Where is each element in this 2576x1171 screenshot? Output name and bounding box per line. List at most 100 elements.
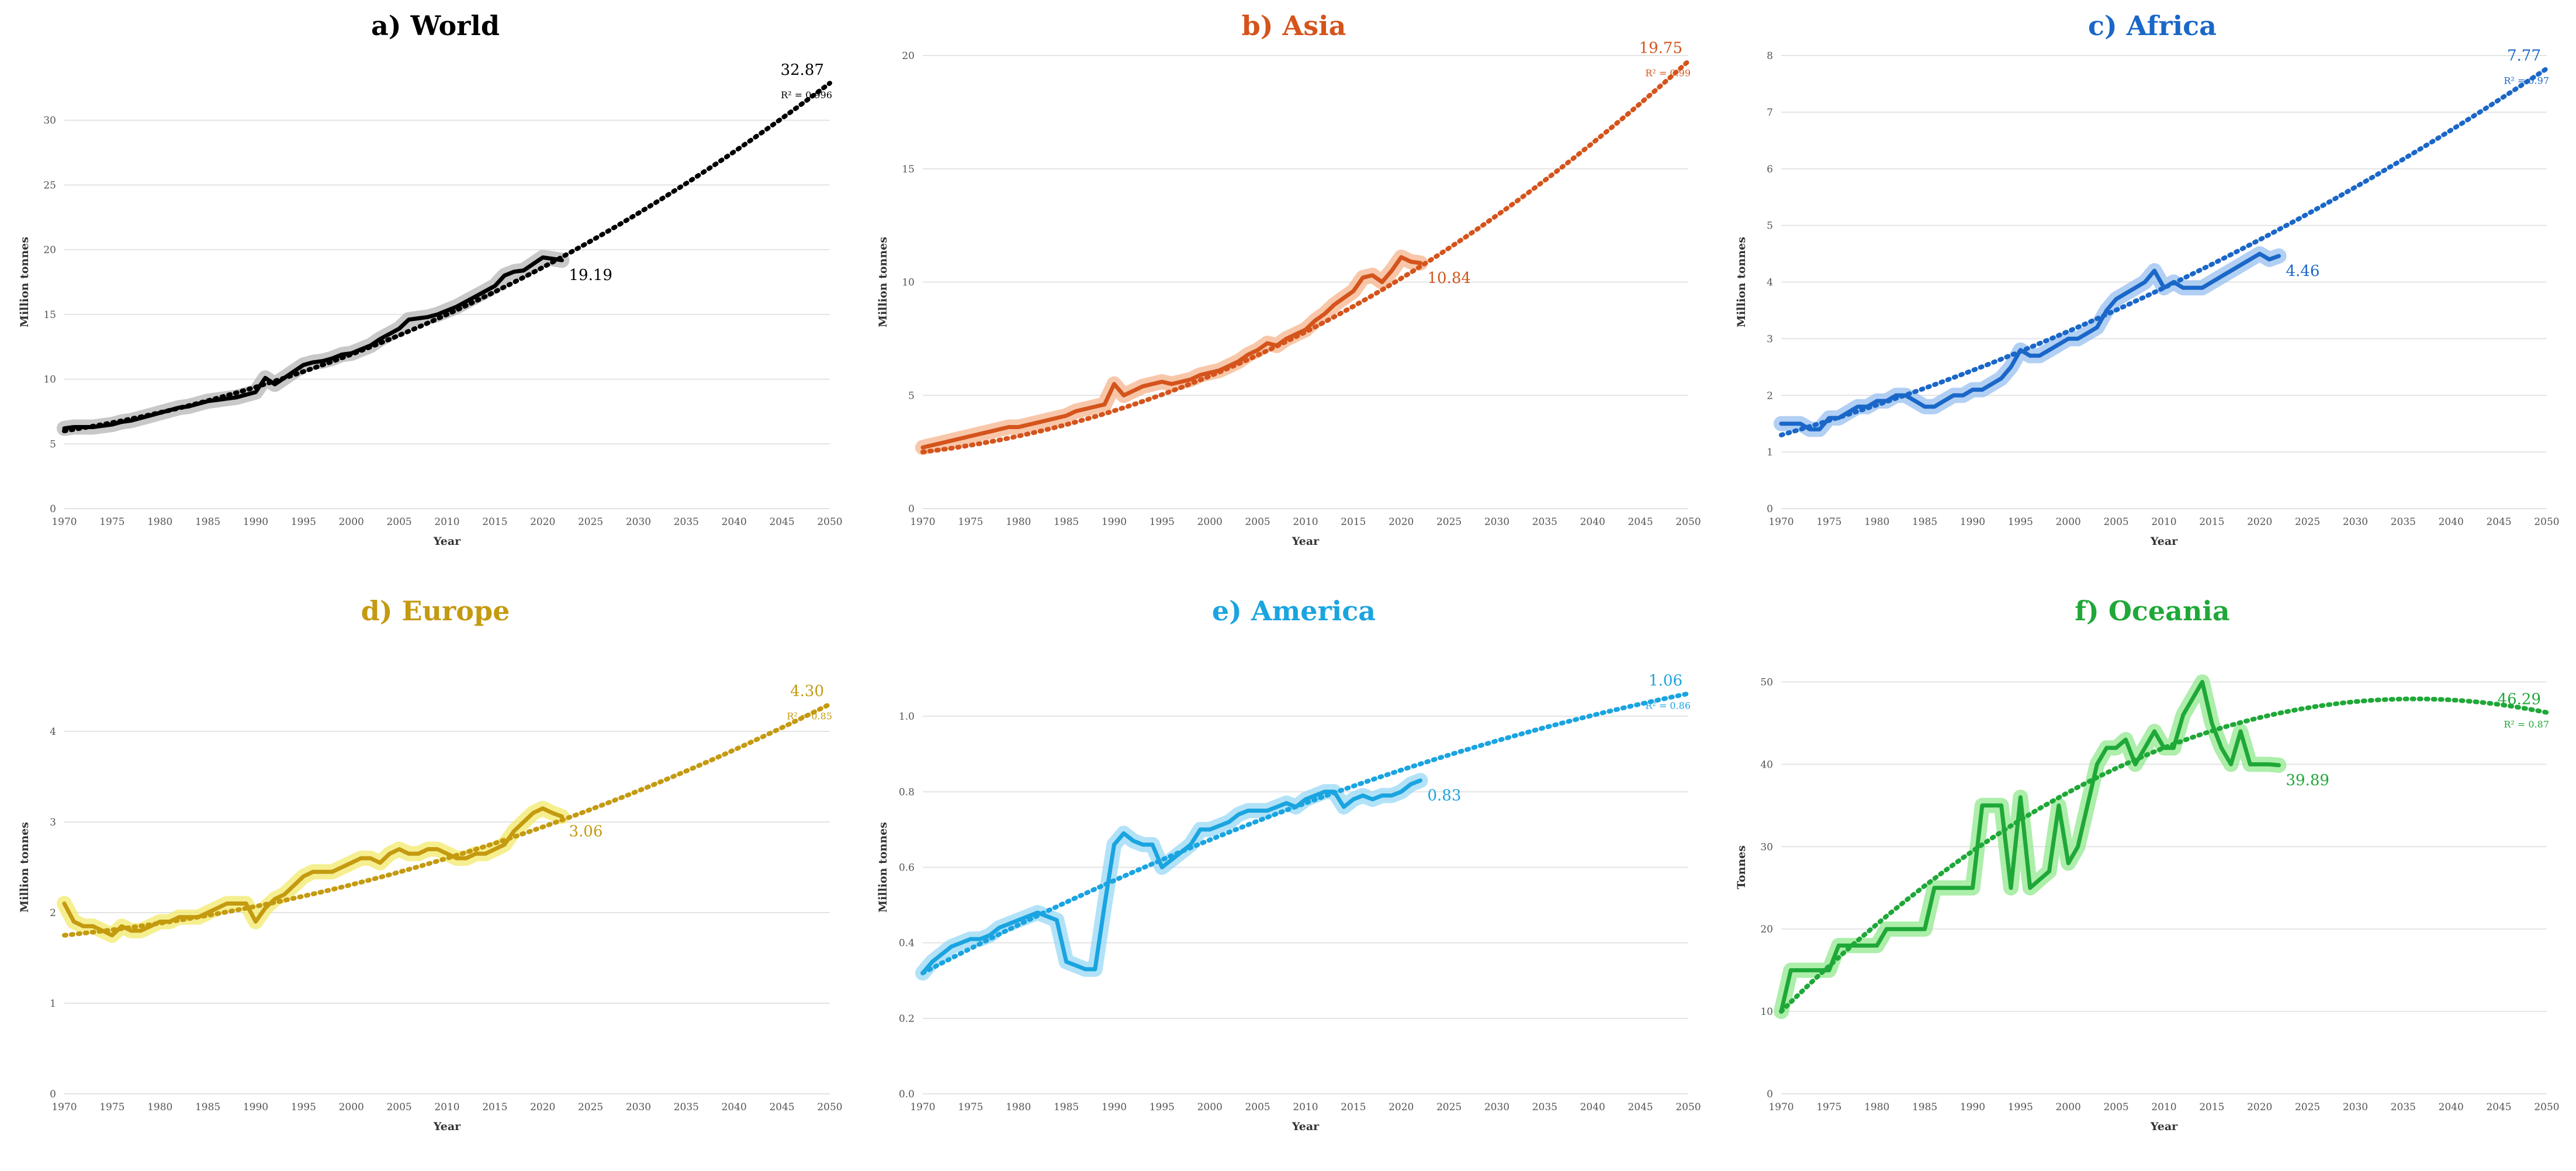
y-tick-label: 30 (1760, 841, 1773, 853)
last-value-label: 3.06 (569, 823, 603, 841)
x-tick-label: 2045 (769, 1101, 794, 1113)
y-tick-label: 20 (1760, 924, 1773, 935)
y-axis-label: Million tonnes (1735, 237, 1748, 327)
x-tick-label: 1995 (1149, 1101, 1175, 1113)
y-tick-label: 50 (1760, 676, 1773, 688)
x-tick-label: 2010 (434, 1101, 459, 1113)
x-tick-label: 1985 (195, 1101, 220, 1113)
x-tick-label: 2035 (674, 1101, 699, 1113)
x-tick-label: 2045 (2486, 1101, 2511, 1113)
x-tick-label: 1990 (1102, 1101, 1127, 1113)
y-tick-label: 10 (902, 277, 915, 289)
x-tick-label: 2000 (339, 516, 364, 528)
x-tick-label: 2010 (2151, 516, 2176, 528)
projection-label: 4.30 (790, 683, 824, 700)
x-tick-label: 1995 (2008, 516, 2033, 528)
chart-panel-europe: 0 1 2 3 4 1970 1975 1980 1985 1990 1995 2000 2005 201… (0, 585, 858, 1170)
x-tick-label: 2045 (769, 516, 794, 528)
y-tick-label: 5 (908, 390, 915, 402)
chart-panel-asia: 0 5 10 15 20 1970 1975 1980 1985 1990 1995 2000 2005… (858, 0, 1717, 585)
x-tick-label: 2015 (2199, 1101, 2224, 1113)
x-axis-label: Year (1292, 535, 1320, 548)
x-axis-label: Year (1292, 1120, 1320, 1133)
series-line (920, 255, 1422, 450)
y-tick-label: 1 (50, 998, 56, 1010)
x-tick-label: 2005 (386, 516, 411, 528)
x-tick-label: 2045 (1628, 1101, 1653, 1113)
series-glow (1774, 246, 2287, 437)
x-tick-label: 2050 (1675, 1101, 1701, 1113)
projection-label: 32.87 (781, 61, 824, 79)
x-tick-label: 2010 (1293, 1101, 1318, 1113)
y-tick-label: 7 (1767, 107, 1773, 119)
r-squared-label: R² = 0.86 (1645, 700, 1691, 711)
y-axis-label: Million tonnes (877, 822, 889, 913)
x-tick-label: 2010 (434, 516, 459, 528)
x-tick-label: 2000 (2056, 516, 2081, 528)
y-tick-label: 2 (50, 907, 56, 919)
y-tick-label: 0.2 (899, 1013, 915, 1025)
x-tick-label: 1975 (99, 516, 124, 528)
y-tick-label: 0 (1767, 1089, 1773, 1100)
y-tick-label: 25 (43, 179, 56, 191)
x-tick-label: 1970 (51, 1101, 77, 1113)
y-tick-label: 0 (908, 503, 915, 515)
x-tick-label: 1980 (1006, 1101, 1031, 1113)
chart-svg-america: 0.0 0.2 0.4 0.6 0.8 1.0 1970 1975 1980 1985 1990 19… (877, 595, 1701, 1133)
y-tick-label: 3 (50, 817, 56, 828)
x-tick-label: 1980 (1864, 1101, 1889, 1113)
x-tick-label: 2005 (1245, 1101, 1270, 1113)
x-tick-label: 1980 (147, 1101, 172, 1113)
y-tick-label: 15 (43, 309, 56, 321)
x-tick-label: 2000 (2056, 1101, 2081, 1113)
x-tick-label: 2030 (1484, 1101, 1509, 1113)
x-tick-label: 2020 (1389, 516, 1414, 528)
x-tick-label: 1990 (1960, 1101, 1985, 1113)
x-tick-label: 2040 (722, 1101, 747, 1113)
y-axis-label: Million tonnes (18, 822, 31, 913)
x-tick-label: 1975 (958, 1101, 983, 1113)
y-axis-label: Million tonnes (877, 237, 889, 327)
y-tick-label: 15 (902, 164, 915, 175)
x-tick-label: 1970 (51, 516, 77, 528)
y-tick-label: 10 (1760, 1006, 1773, 1018)
trend-line (62, 702, 832, 938)
y-tick-label: 1.0 (899, 711, 915, 723)
x-tick-label: 1975 (99, 1101, 124, 1113)
x-tick-label: 2005 (2103, 1101, 2128, 1113)
x-tick-label: 2030 (626, 516, 651, 528)
y-tick-label: 4 (50, 726, 56, 738)
x-tick-label: 2000 (339, 1101, 364, 1113)
x-tick-label: 2025 (1436, 516, 1462, 528)
last-value-label: 19.19 (569, 267, 612, 284)
trend-line (920, 58, 1691, 455)
projection-label: 7.77 (2507, 47, 2541, 64)
series-glow (915, 249, 1428, 455)
y-tick-label: 40 (1760, 759, 1773, 771)
x-tick-label: 2040 (722, 516, 747, 528)
x-tick-label: 2020 (530, 1101, 555, 1113)
y-tick-label: 8 (1767, 50, 1773, 62)
x-tick-label: 2040 (2439, 1101, 2464, 1113)
series-line (1779, 251, 2281, 431)
x-tick-label: 2035 (1532, 516, 1557, 528)
x-axis-label: Year (433, 1120, 461, 1133)
y-tick-label: 10 (43, 374, 56, 386)
chart-title: f) Oceania (2075, 595, 2229, 627)
x-tick-label: 2025 (2295, 1101, 2320, 1113)
x-tick-label: 2035 (674, 516, 699, 528)
y-tick-label: 2 (1767, 390, 1773, 402)
x-tick-label: 2025 (578, 516, 603, 528)
x-axis-label: Year (433, 535, 461, 548)
x-tick-label: 2025 (578, 1101, 603, 1113)
x-axis-label: Year (2150, 535, 2178, 548)
x-tick-label: 2040 (1580, 1101, 1605, 1113)
y-tick-label: 0.0 (899, 1089, 915, 1100)
x-tick-label: 2045 (2486, 516, 2511, 528)
x-tick-label: 1975 (1816, 1101, 1841, 1113)
chart-panel-america: 0.0 0.2 0.4 0.6 0.8 1.0 1970 1975 1980 1985 1990 19… (858, 585, 1717, 1170)
x-tick-label: 1975 (958, 516, 983, 528)
y-tick-label: 0 (50, 1089, 56, 1100)
x-tick-label: 2045 (1628, 516, 1653, 528)
trend-line (62, 81, 832, 434)
